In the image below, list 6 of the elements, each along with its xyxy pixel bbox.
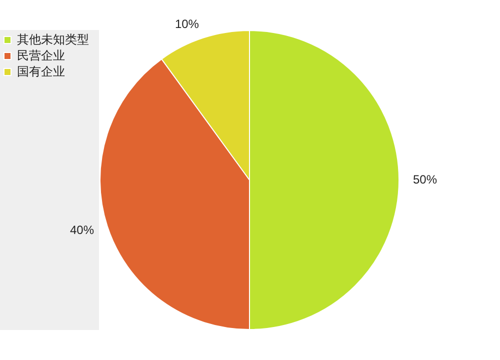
legend-label: 其他未知类型: [17, 32, 89, 46]
data-label: 10%: [174, 16, 200, 31]
legend-label: 国有企业: [17, 64, 65, 78]
legend-label: 民营企业: [17, 48, 65, 62]
data-label: 40%: [70, 222, 94, 237]
data-label: 50%: [413, 172, 438, 186]
